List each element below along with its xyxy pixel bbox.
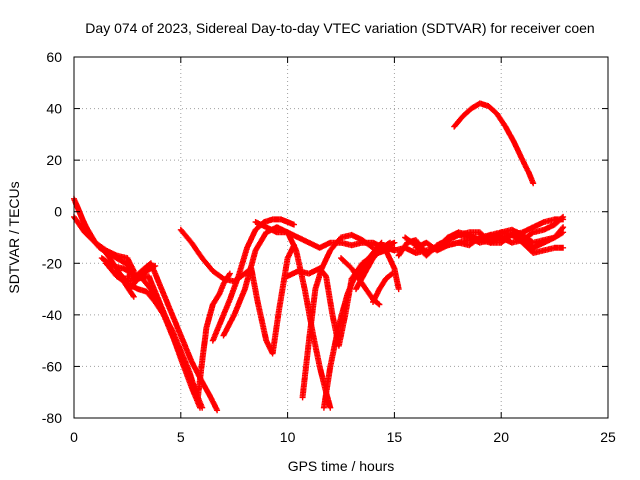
y-tick-label: -80 xyxy=(42,410,62,426)
data-point-markers xyxy=(113,268,203,411)
y-tick-label: -60 xyxy=(42,358,62,374)
x-tick-label: 0 xyxy=(70,429,78,445)
series-track-15 xyxy=(299,231,376,401)
data-point-markers xyxy=(299,231,376,401)
axis-ticks: 0 5 10 15 20 25 -80 -60 -40 -20 0 20 40 60 xyxy=(42,49,616,445)
y-tick-label: 60 xyxy=(46,49,62,65)
series-track-20 xyxy=(370,270,396,305)
x-tick-label: 25 xyxy=(600,429,616,445)
series-track-16 xyxy=(320,239,385,411)
data-point-markers xyxy=(370,270,396,305)
y-tick-label: -40 xyxy=(42,307,62,323)
data-point-markers xyxy=(434,224,567,249)
series-track-13 xyxy=(252,219,398,251)
series-track-6 xyxy=(113,268,203,411)
y-tick-label: -20 xyxy=(42,255,62,271)
data-point-markers xyxy=(194,270,233,401)
series-track-8 xyxy=(126,262,159,293)
series-track-9 xyxy=(177,226,297,357)
data-point-markers xyxy=(320,239,385,411)
data-points xyxy=(71,100,567,414)
data-point-markers xyxy=(126,262,159,293)
y-axis-label: SDTVAR / TECUs xyxy=(6,181,22,293)
x-axis-label: GPS time / hours xyxy=(288,458,395,474)
series-track-10 xyxy=(194,270,233,401)
series-track-26 xyxy=(451,100,537,187)
data-point-markers xyxy=(177,226,297,357)
plot-frame xyxy=(73,56,609,419)
data-point-markers xyxy=(451,100,537,187)
y-tick-label: 0 xyxy=(54,204,62,220)
x-tick-label: 10 xyxy=(280,429,296,445)
series-track-25 xyxy=(434,224,567,249)
y-tick-label: 20 xyxy=(46,152,62,168)
y-tick-label: 40 xyxy=(46,101,62,117)
x-tick-label: 5 xyxy=(177,429,185,445)
data-point-markers xyxy=(252,219,398,251)
x-tick-label: 20 xyxy=(493,429,509,445)
chart-title: Day 074 of 2023, Sidereal Day-to-day VTE… xyxy=(85,20,594,36)
x-tick-label: 15 xyxy=(387,429,403,445)
